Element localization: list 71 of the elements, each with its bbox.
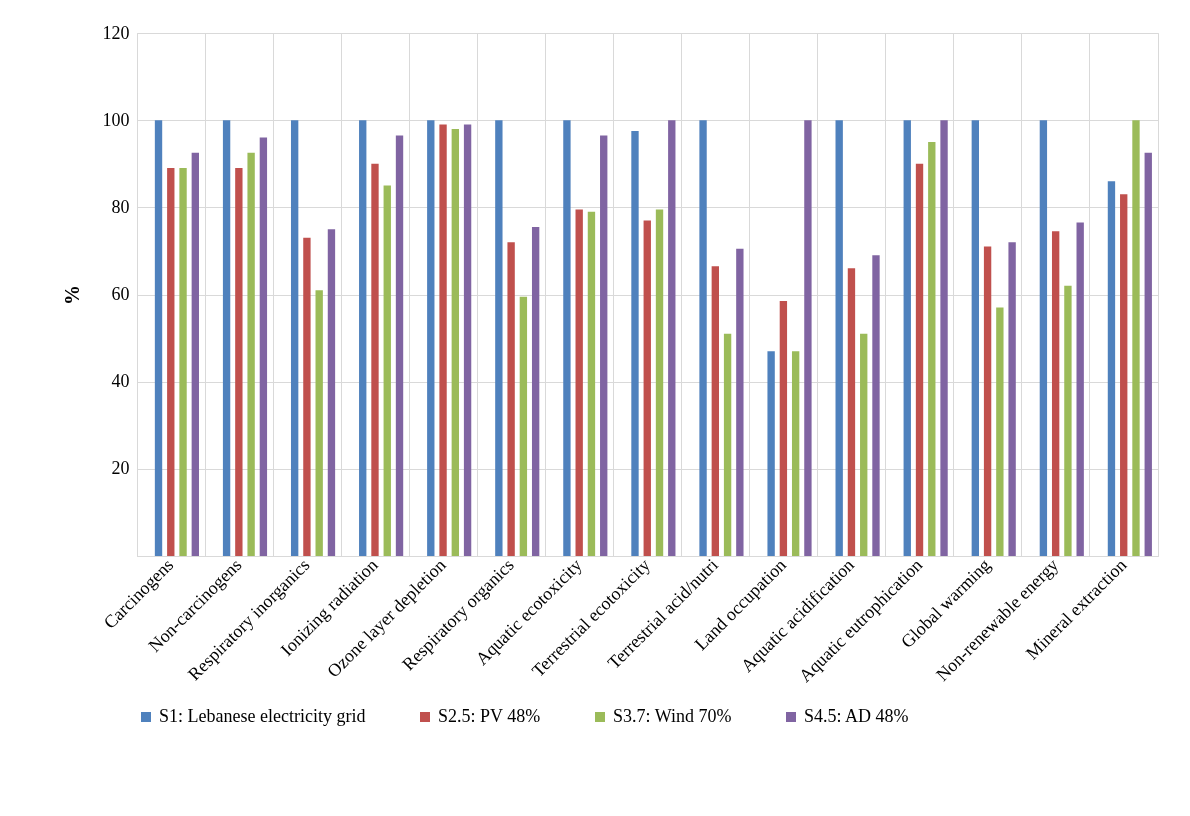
bar	[222, 120, 231, 556]
bar	[315, 290, 323, 556]
bar	[699, 120, 707, 556]
legend-label: S1: Lebanese electricity grid	[159, 706, 366, 726]
y-tick-label: 40	[111, 371, 130, 392]
y-tick-label: 80	[111, 196, 130, 217]
y-tick-label: 100	[102, 109, 130, 130]
bar	[711, 266, 719, 556]
legend-label: S3.7: Wind 70%	[613, 706, 732, 726]
bar	[531, 226, 540, 556]
bar	[235, 168, 243, 556]
bar	[247, 152, 255, 556]
bar	[791, 351, 800, 556]
bar	[290, 120, 299, 556]
bar	[1039, 120, 1048, 556]
bar	[736, 248, 744, 556]
y-tick-label: 60	[111, 284, 130, 304]
bar	[563, 120, 571, 556]
bar	[835, 120, 843, 556]
legend-label: S4.5: AD 48%	[804, 706, 909, 726]
bar	[940, 120, 948, 556]
bar	[600, 135, 608, 556]
bar	[872, 255, 880, 556]
bar	[463, 124, 472, 556]
bar	[191, 152, 199, 556]
bar	[723, 333, 732, 556]
bar	[631, 131, 639, 556]
bar	[1120, 194, 1128, 556]
bar	[847, 268, 856, 556]
bar	[303, 237, 311, 556]
bar	[451, 128, 459, 556]
bar	[1107, 181, 1116, 556]
bar	[154, 120, 163, 556]
bar	[983, 246, 992, 556]
bar	[928, 141, 936, 556]
bar	[1144, 152, 1152, 556]
bar	[371, 163, 379, 556]
bar	[359, 120, 367, 556]
bar	[167, 168, 175, 556]
legend-label: S2.5: PV 48%	[438, 706, 541, 726]
bar	[439, 124, 447, 556]
bar	[259, 137, 268, 556]
bar	[519, 296, 528, 556]
bar	[495, 120, 503, 556]
y-tick-label: 120	[102, 22, 130, 43]
bar	[1051, 231, 1060, 556]
bar	[327, 229, 336, 556]
bar	[587, 211, 596, 556]
bar	[779, 301, 788, 556]
bar	[395, 135, 404, 556]
bar	[1008, 242, 1016, 556]
bar	[971, 120, 979, 556]
bar	[1076, 222, 1084, 556]
bar	[1064, 285, 1072, 556]
bar	[655, 209, 664, 556]
bar	[804, 120, 812, 556]
bar	[915, 163, 924, 556]
bar	[507, 242, 515, 556]
bar	[575, 209, 583, 556]
bar	[767, 351, 775, 556]
bar	[903, 120, 911, 556]
bar	[860, 333, 868, 556]
bar	[643, 220, 651, 556]
bar	[427, 120, 435, 556]
bar	[1132, 120, 1140, 556]
bar	[668, 120, 676, 556]
y-tick-label: 20	[111, 458, 130, 479]
y-axis-title: %	[60, 285, 83, 305]
bar	[996, 307, 1004, 556]
bar	[383, 185, 391, 556]
bar	[179, 168, 187, 556]
